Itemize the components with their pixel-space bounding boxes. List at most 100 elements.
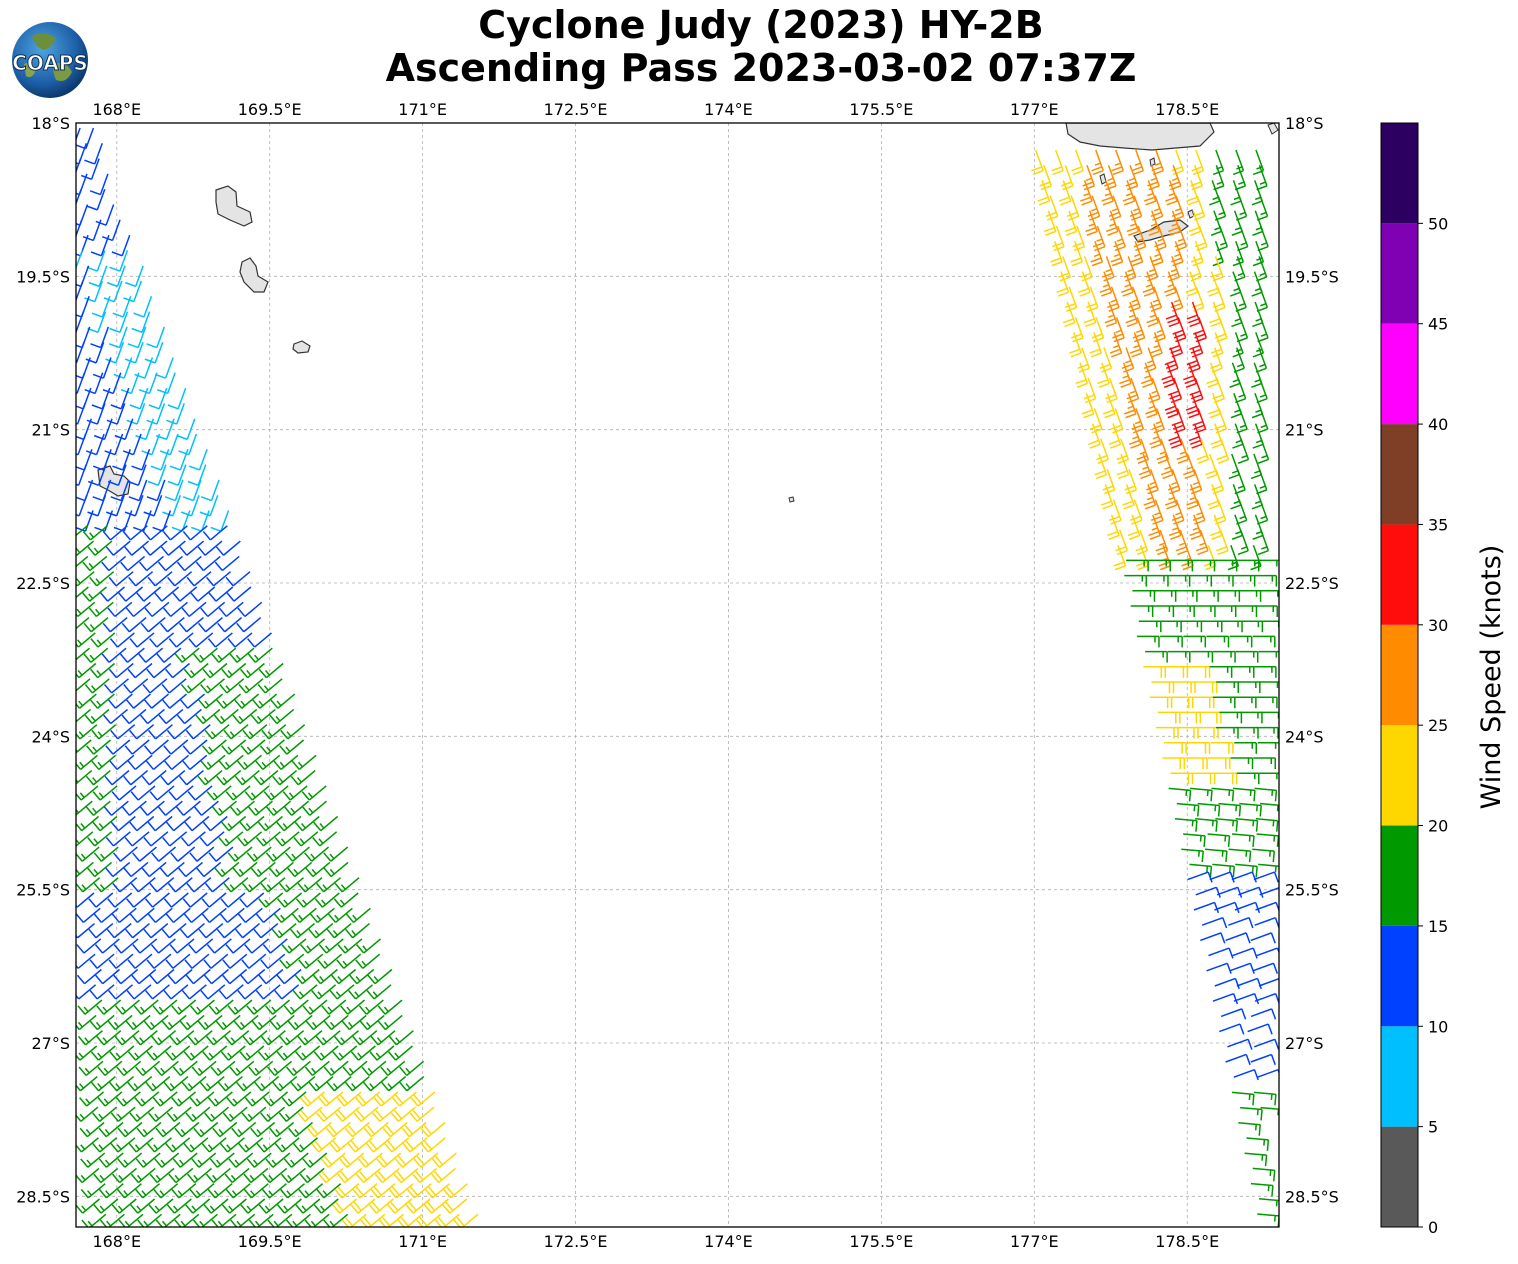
wind-barb xyxy=(91,296,111,318)
wind-barb xyxy=(81,1213,107,1227)
wind-barb xyxy=(271,923,297,939)
wind-barb xyxy=(1236,977,1263,990)
wind-barb xyxy=(85,770,111,786)
wind-barb xyxy=(182,739,208,755)
wind-barb xyxy=(168,785,194,801)
wind-barb xyxy=(247,632,273,648)
wind-barb xyxy=(211,1213,237,1227)
wind-barb xyxy=(156,647,182,663)
wind-barb xyxy=(1206,962,1232,974)
wind-barb xyxy=(1153,316,1166,343)
wind-barb xyxy=(225,571,251,587)
wind-barb xyxy=(280,724,306,740)
wind-barb xyxy=(200,479,220,502)
wind-barb xyxy=(1085,286,1099,312)
wind-barb xyxy=(1128,423,1142,449)
wind-barb xyxy=(76,372,86,395)
wind-barb xyxy=(93,877,119,893)
wind-barb xyxy=(410,1091,436,1107)
wind-barb xyxy=(129,632,155,648)
wind-barb xyxy=(1252,962,1279,974)
wind-barb xyxy=(1254,787,1278,802)
wind-barb xyxy=(144,341,164,364)
wind-barb xyxy=(1165,180,1178,206)
wind-barb xyxy=(382,1121,408,1138)
wind-barb xyxy=(228,1152,254,1168)
wind-barb xyxy=(361,1060,387,1077)
wind-barb xyxy=(101,647,127,663)
wind-barb xyxy=(243,1183,269,1199)
wind-barb xyxy=(367,968,393,985)
wind-barb xyxy=(416,1213,442,1227)
wind-barb xyxy=(129,815,155,832)
wind-barb xyxy=(278,877,304,893)
wind-barb xyxy=(1250,1008,1277,1020)
wind-barb xyxy=(77,1030,103,1046)
colorbar-bin xyxy=(1381,123,1418,224)
wind-barb xyxy=(261,1183,287,1199)
title-line-2: Ascending Pass 2023-03-02 07:37Z xyxy=(385,46,1137,90)
wind-barb xyxy=(1185,392,1200,419)
wind-barb xyxy=(127,464,147,486)
wind-barb xyxy=(127,953,153,969)
wind-barb xyxy=(292,984,318,1000)
wind-barb xyxy=(206,938,232,954)
wind-barb xyxy=(108,571,134,587)
wind-barb xyxy=(139,555,165,572)
colorbar-bin xyxy=(1381,424,1418,525)
wind-barb xyxy=(147,571,173,587)
wind-barb xyxy=(203,953,229,969)
wind-barb xyxy=(181,1076,207,1092)
wind-barb xyxy=(1228,916,1254,929)
wind-barb xyxy=(179,1014,205,1031)
wind-barb xyxy=(1238,590,1262,602)
wind-barb xyxy=(1210,574,1234,587)
wind-barb xyxy=(374,1167,400,1184)
wind-barb xyxy=(1037,180,1051,206)
wind-barb xyxy=(76,632,96,648)
wind-barb xyxy=(1125,301,1139,328)
wind-barb xyxy=(1121,347,1135,373)
wind-barb xyxy=(121,708,147,725)
wind-barb xyxy=(347,1137,373,1153)
wind-barb xyxy=(1255,901,1279,913)
wind-barb xyxy=(1210,742,1234,754)
wind-barb xyxy=(334,1106,360,1122)
wind-barb xyxy=(87,831,113,847)
wind-barb xyxy=(1157,711,1181,724)
wind-barb xyxy=(105,861,131,878)
island-small-4 xyxy=(1267,123,1279,135)
wind-barb xyxy=(162,525,188,541)
wind-barb xyxy=(387,1045,413,1061)
wind-barb xyxy=(142,540,168,556)
wind-barb xyxy=(172,1060,198,1077)
wind-barb xyxy=(97,1060,123,1077)
wind-barb xyxy=(192,1213,218,1227)
wind-barb xyxy=(89,984,115,1000)
wind-barb xyxy=(127,754,153,771)
wind-barb xyxy=(345,907,371,924)
wind-barb xyxy=(388,1183,414,1199)
wind-barb xyxy=(267,1060,293,1077)
wind-barb xyxy=(337,938,363,954)
wind-barb xyxy=(1145,650,1168,663)
wind-barb xyxy=(1254,574,1278,587)
wind-barb xyxy=(168,632,194,648)
colorbar-tick-label: 5 xyxy=(1428,1118,1438,1137)
wind-barb xyxy=(1237,529,1249,556)
wind-barb xyxy=(274,984,300,1000)
wind-barb xyxy=(98,1152,124,1168)
wind-barb xyxy=(106,403,126,425)
wind-barb xyxy=(187,1030,213,1046)
wind-barb xyxy=(1212,696,1236,709)
wind-barb xyxy=(76,785,99,801)
wind-barb xyxy=(1172,605,1195,617)
wind-barb xyxy=(1231,666,1255,678)
wind-barb xyxy=(269,1014,295,1031)
lon-label-bottom: 178.5°E xyxy=(1155,1232,1219,1251)
wind-barb xyxy=(183,662,209,679)
wind-barb xyxy=(130,1198,156,1214)
wind-barb xyxy=(1099,347,1113,373)
wind-barb xyxy=(76,494,88,517)
wind-barb xyxy=(196,861,222,878)
